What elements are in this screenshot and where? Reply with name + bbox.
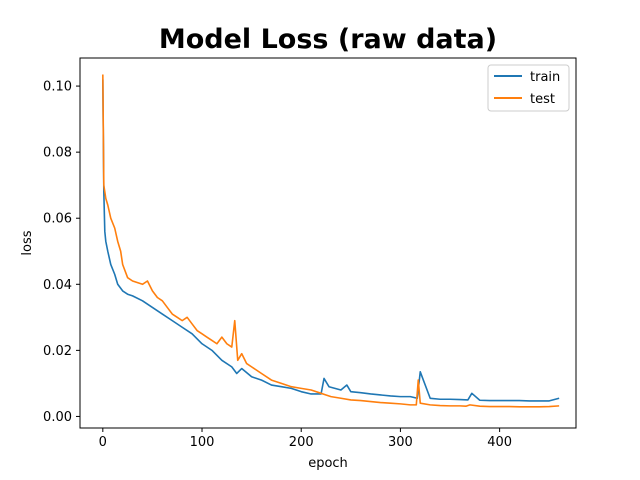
series-line-test bbox=[102, 74, 560, 408]
chart-title: Model Loss (raw data) bbox=[159, 24, 497, 55]
y-tick-label: 0.00 bbox=[43, 410, 72, 425]
x-tick-label: 300 bbox=[388, 435, 413, 450]
series-layer bbox=[102, 74, 560, 408]
plot-area: 0 100 200 300 400 0.00 0.02 0.04 0.06 0.08 0.10 bbox=[43, 57, 577, 450]
x-tick-label: 0 bbox=[99, 435, 107, 450]
x-axis-ticks: 0 100 200 300 400 bbox=[99, 428, 512, 450]
y-axis-label: loss bbox=[20, 230, 35, 255]
plot-frame bbox=[79, 57, 577, 429]
y-tick-label: 0.02 bbox=[43, 344, 72, 359]
x-tick-label: 100 bbox=[190, 435, 215, 450]
y-tick-label: 0.10 bbox=[43, 80, 72, 95]
x-axis-label: epoch bbox=[308, 456, 348, 471]
legend-label-train: train bbox=[530, 70, 560, 85]
y-tick-label: 0.06 bbox=[43, 212, 72, 227]
y-tick-label: 0.04 bbox=[43, 278, 72, 293]
y-axis-ticks: 0.00 0.02 0.04 0.06 0.08 0.10 bbox=[43, 80, 80, 425]
x-tick-label: 400 bbox=[487, 435, 512, 450]
legend-label-test: test bbox=[530, 92, 555, 107]
series-line-train bbox=[102, 79, 560, 402]
x-tick-label: 200 bbox=[289, 435, 314, 450]
legend: train test bbox=[487, 64, 570, 112]
y-tick-label: 0.08 bbox=[43, 146, 72, 161]
